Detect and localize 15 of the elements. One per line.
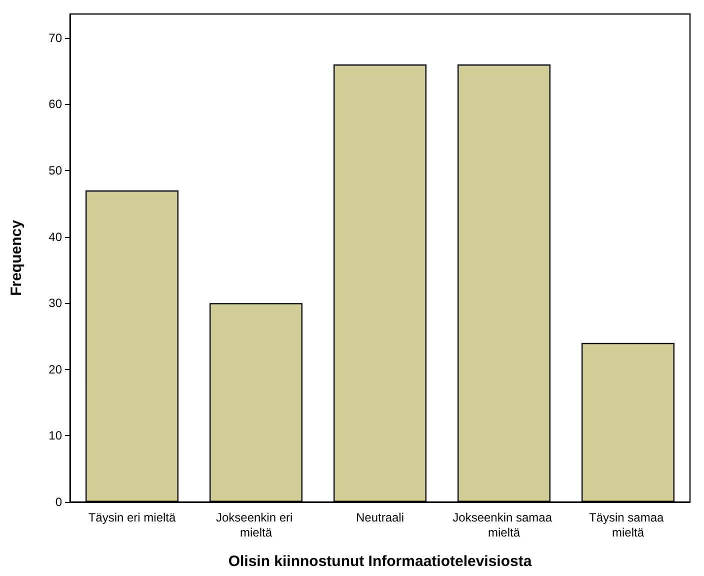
y-tick-label: 0 bbox=[55, 495, 62, 509]
y-tick-label: 20 bbox=[48, 362, 62, 376]
x-axis-title: Olisin kiinnostunut Informaatiotelevisiosta bbox=[228, 553, 532, 570]
y-tick-label: 70 bbox=[48, 30, 62, 45]
x-tick-label: Jokseenkin eri mieltä bbox=[216, 510, 296, 540]
y-tick-label: 30 bbox=[48, 296, 62, 310]
x-tick-label: Neutraali bbox=[356, 510, 404, 524]
y-axis-title: Frequency bbox=[8, 219, 25, 296]
y-tick-label: 60 bbox=[48, 97, 62, 112]
x-tick-label: Täysin eri mieltä bbox=[88, 510, 176, 524]
y-tick-label: 50 bbox=[48, 163, 62, 178]
x-tick-label: Täysin samaa mieltä bbox=[588, 510, 668, 540]
x-tick-label: Jokseenkin samaa mieltä bbox=[452, 510, 556, 540]
y-tick-label: 40 bbox=[48, 230, 62, 244]
y-tick-label: 10 bbox=[48, 428, 62, 443]
